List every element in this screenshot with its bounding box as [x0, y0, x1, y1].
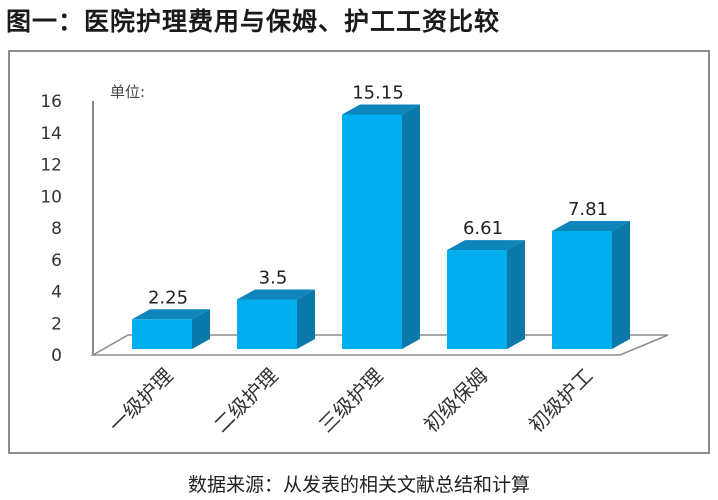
x-category-label: 初级保姆 [419, 364, 493, 438]
y-tick-label: 14 [40, 124, 62, 144]
bar-side [507, 240, 525, 349]
x-category-label: 二级护理 [209, 364, 283, 438]
bar-side [192, 309, 210, 349]
y-tick-label: 10 [40, 187, 62, 207]
chart-frame [8, 50, 710, 454]
bar-4 [447, 250, 507, 349]
bar-3 [342, 114, 402, 350]
x-category-label: 初级护工 [524, 364, 598, 438]
data-label: 3.5 [259, 267, 288, 288]
x-category-label: 一级护理 [104, 364, 178, 438]
bar-2 [237, 299, 297, 349]
data-label: 2.25 [148, 287, 188, 308]
bar-1 [132, 319, 192, 349]
y-tick-label: 0 [51, 346, 62, 366]
data-label: 15.15 [352, 82, 404, 103]
bar-side [402, 104, 420, 350]
bar-side [297, 289, 315, 349]
bar-side [612, 221, 630, 349]
data-label: 7.81 [568, 199, 608, 220]
x-category-label: 三级护理 [314, 364, 388, 438]
bar-top [132, 309, 210, 320]
y-tick-label: 16 [40, 92, 62, 112]
bar-top [237, 289, 315, 300]
bar-top [447, 240, 525, 251]
bar-top [552, 221, 630, 232]
data-label: 6.61 [463, 218, 503, 239]
y-tick-label: 12 [40, 156, 62, 176]
unit-label: 单位: [110, 83, 145, 101]
data-source-note: 数据来源：从发表的相关文献总结和计算 [187, 474, 530, 496]
chart-floor [90, 334, 669, 356]
y-tick-label: 8 [51, 219, 62, 239]
y-tick-label: 6 [51, 251, 62, 271]
bar-top [342, 104, 420, 115]
bar-5 [552, 231, 612, 349]
y-tick-label: 4 [51, 283, 62, 303]
y-tick-label: 2 [51, 314, 62, 334]
chart-title: 图一：医院护理费用与保姆、护工工资比较 [6, 7, 501, 36]
